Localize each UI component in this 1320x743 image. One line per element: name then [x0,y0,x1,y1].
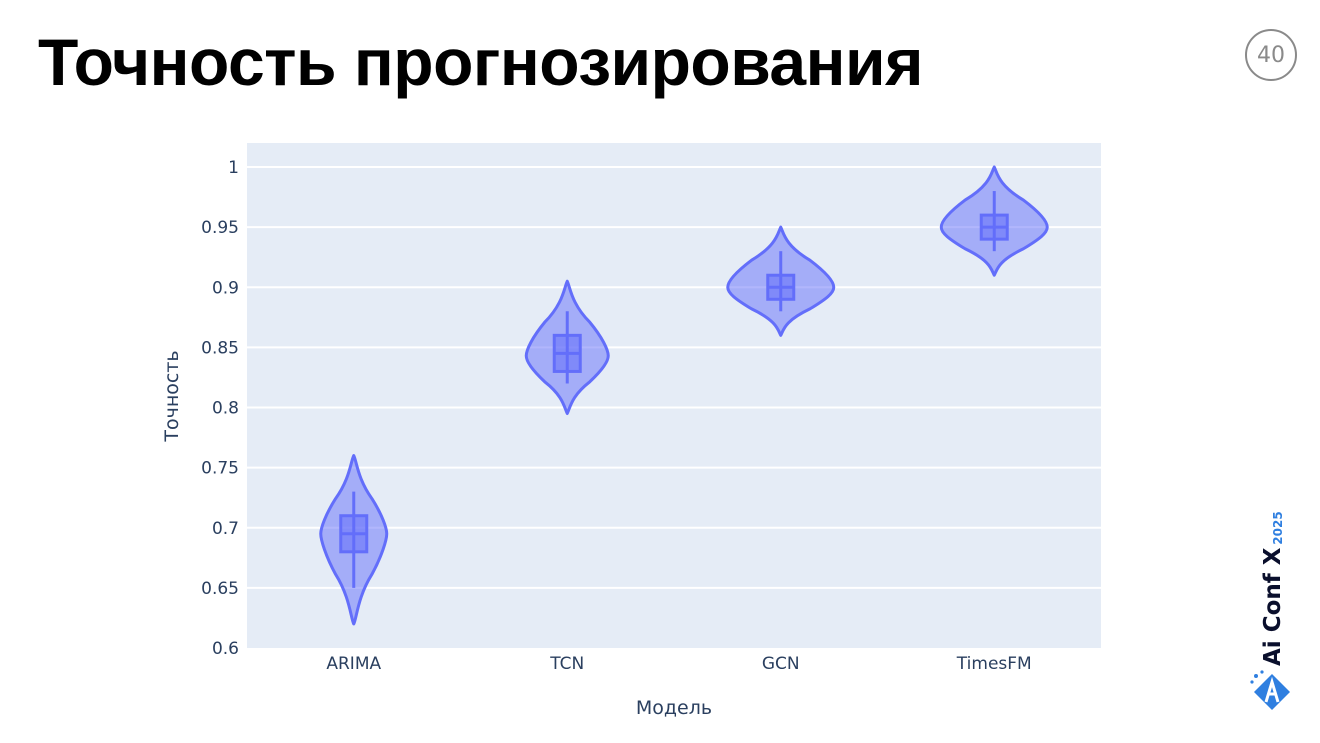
y-tick-label: 0.7 [212,519,239,539]
y-tick-label: 0.85 [201,338,239,358]
violins [319,165,1049,626]
y-tick-label: 0.9 [212,278,239,298]
y-tick-label: 1 [228,158,239,178]
page-number-badge: 40 [1245,29,1297,81]
logo-brand-text: Ai Conf X [1260,547,1286,666]
logo-icon [1250,670,1290,710]
y-tick-label: 0.8 [212,399,239,419]
y-axis-ticks: 0.6 0.65 0.7 0.75 0.8 0.85 0.9 0.95 1 [201,158,239,659]
y-axis-title: Точность [161,350,183,442]
x-axis-title: Модель [636,697,712,719]
x-tick-label: TimesFM [956,654,1032,674]
logo-year-text: 2025 [1271,511,1285,544]
gridlines [247,166,1101,589]
violin-arima[interactable] [319,454,389,626]
x-axis-ticks: ARIMA TCN GCN TimesFM [326,654,1031,674]
y-tick-label: 0.65 [201,579,239,599]
slide-title: Точность прогнозирования [38,25,924,99]
page-number: 40 [1257,42,1285,68]
x-tick-label: TCN [549,654,584,674]
y-tick-label: 0.75 [201,459,239,479]
violin-gcn[interactable] [726,225,836,337]
x-tick-label: GCN [762,654,800,674]
y-tick-label: 0.6 [212,639,239,659]
violin-tcn[interactable] [524,279,610,416]
ai-conf-x-logo: Ai Conf X 2025 [1250,511,1290,710]
y-tick-label: 0.95 [201,218,239,238]
violin-timesfm[interactable] [939,165,1049,277]
x-tick-label: ARIMA [326,654,381,674]
